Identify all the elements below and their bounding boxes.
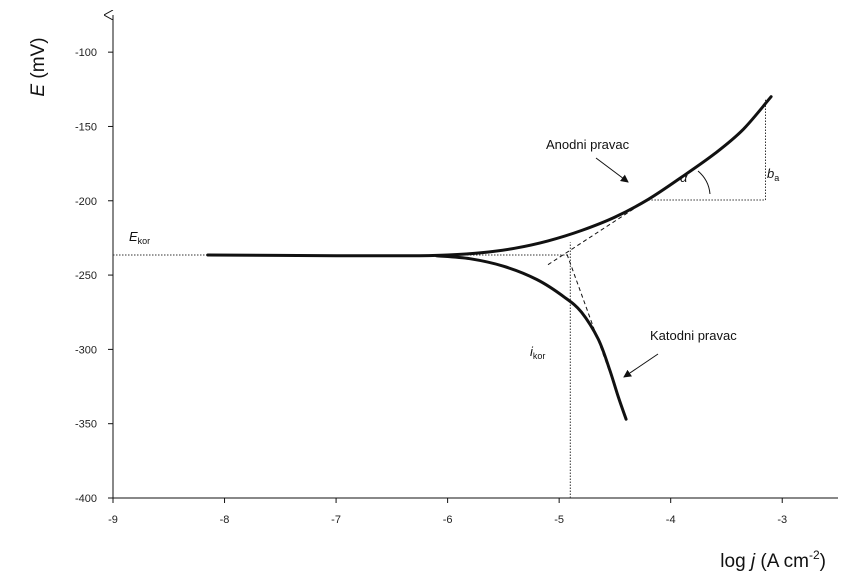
x-tick-label: -8 bbox=[220, 514, 230, 526]
y-tick-label: -100 bbox=[75, 47, 97, 59]
anodic-curve bbox=[206, 95, 773, 258]
katodni-arrow bbox=[623, 353, 659, 378]
tafel-tangent-lines bbox=[547, 198, 649, 387]
anodni-arrow bbox=[595, 157, 629, 183]
y-ticks: -400 -350 -300 -250 -200 -150 -100 bbox=[75, 47, 113, 505]
y-axis-title: E (mV) bbox=[28, 37, 49, 96]
alpha-angle-arc bbox=[697, 170, 711, 195]
x-tick-label: -3 bbox=[777, 514, 787, 526]
x-tick-label: -4 bbox=[666, 514, 676, 526]
y-tick-label: -350 bbox=[75, 419, 97, 431]
y-tick-label: -400 bbox=[75, 493, 97, 505]
ba-label: ba bbox=[767, 166, 779, 183]
curves bbox=[206, 95, 773, 421]
cathodic-tangent bbox=[566, 254, 616, 387]
x-tick-label: -6 bbox=[443, 514, 453, 526]
x-tick-label: -7 bbox=[331, 514, 341, 526]
alpha-label: α bbox=[680, 170, 688, 185]
cathodic-curve bbox=[435, 254, 628, 421]
x-ticks: -9 -8 -7 -6 -5 -4 -3 bbox=[108, 498, 787, 526]
axes: -9 -8 -7 -6 -5 -4 -3 -400-350-300-250-200-150-… bbox=[75, 15, 838, 526]
x-axis-title: log j (A cm-2) bbox=[720, 548, 826, 572]
y-tick-label: -250 bbox=[75, 270, 97, 282]
ikor-label: ikor bbox=[530, 344, 545, 361]
anodni-label: Anodni pravac bbox=[546, 137, 630, 152]
y-tick-label: -300 bbox=[75, 344, 97, 356]
reference-lines bbox=[113, 99, 766, 498]
x-tick-label: -5 bbox=[554, 514, 564, 526]
ekor-label: Ekor bbox=[129, 229, 150, 246]
katodni-label: Katodni pravac bbox=[650, 328, 737, 343]
x-tick-label: -9 bbox=[108, 514, 118, 526]
y-tick-label: -150 bbox=[75, 121, 97, 133]
y-tick-label: -200 bbox=[75, 196, 97, 208]
